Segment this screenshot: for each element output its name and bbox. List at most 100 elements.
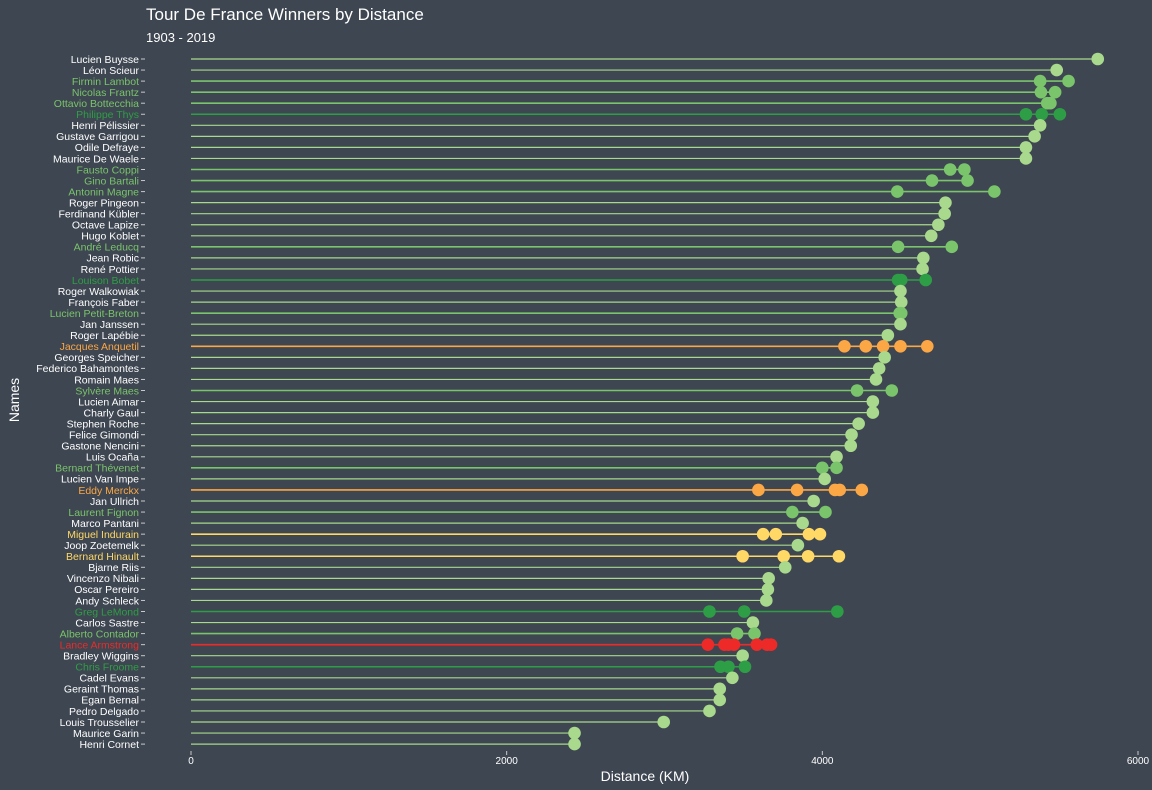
point-chris-froome-2 xyxy=(722,660,735,674)
row-sylvere-maes: Sylvère Maes xyxy=(75,384,899,397)
row-roger-lapebie: Roger Lapébie xyxy=(70,328,895,342)
row-stephen-roche: Stephen Roche xyxy=(67,417,865,430)
row-louison-bobet: Louison Bobet xyxy=(72,273,933,287)
y-tick-label-bradley-wiggins: Bradley Wiggins xyxy=(63,651,139,663)
point-bjarne-riis-1 xyxy=(778,561,792,574)
y-tick-label-marco-pantani: Marco Pantani xyxy=(71,518,139,530)
y-tick-label-lucien-buysse: Lucien Buysse xyxy=(71,54,139,66)
point-jacques-anquetil-3 xyxy=(876,340,890,353)
point-rene-pottier-1 xyxy=(916,262,929,276)
y-tick-label-odile-defraye: Odile Defraye xyxy=(75,142,139,154)
point-oscar-pereiro-1 xyxy=(761,583,775,596)
point-nicolas-frantz-1 xyxy=(1034,85,1048,99)
row-fausto-coppi: Fausto Coppi xyxy=(77,163,971,176)
row-cadel-evans: Cadel Evans xyxy=(79,671,739,685)
row-antonin-magne: Antonin Magne xyxy=(68,185,1001,198)
point-roger-lapebie-1 xyxy=(881,328,895,342)
row-felice-gimondi: Felice Gimondi xyxy=(69,428,858,442)
row-joop-zoetemelk: Joop Zoetemelk xyxy=(64,538,805,552)
row-marco-pantani: Marco Pantani xyxy=(71,516,809,530)
row-maurice-de-waele: Maurice De Waele xyxy=(53,152,1033,165)
point-carlos-sastre-1 xyxy=(746,616,760,629)
point-greg-lemond-1 xyxy=(703,605,716,618)
row-leon-scieur: Léon Scieur xyxy=(83,63,1064,77)
point-luis-ocana-1 xyxy=(830,450,843,464)
y-tick-label-joop-zoetemelk: Joop Zoetemelk xyxy=(64,540,139,552)
point-jan-ullrich-1 xyxy=(807,494,820,508)
y-tick-label-jan-janssen: Jan Janssen xyxy=(80,319,139,331)
point-pedro-delgado-1 xyxy=(703,704,716,718)
point-bernard-hinault-1 xyxy=(736,549,749,563)
y-tick-label-laurent-fignon: Laurent Fignon xyxy=(68,507,139,519)
y-tick-label-gastone-nencini: Gastone Nencini xyxy=(61,441,139,453)
y-tick-label-sylvere-maes: Sylvère Maes xyxy=(75,385,139,397)
y-tick-label-gustave-garrigou: Gustave Garrigou xyxy=(56,131,139,143)
row-gastone-nencini: Gastone Nencini xyxy=(61,439,858,453)
y-tick-label-antonin-magne: Antonin Magne xyxy=(68,186,139,198)
y-tick-label-felice-gimondi: Felice Gimondi xyxy=(69,430,139,442)
point-georges-speicher-1 xyxy=(878,351,891,364)
row-gustave-garrigou: Gustave Garrigou xyxy=(56,130,1041,143)
row-henri-cornet: Henri Cornet xyxy=(79,737,581,751)
point-bernard-hinault-4 xyxy=(832,549,846,563)
y-tick-label-roger-walkowiak: Roger Walkowiak xyxy=(58,286,140,298)
point-alberto-contador-2 xyxy=(748,627,761,640)
point-bernard-hinault-2 xyxy=(777,549,790,563)
point-octave-lapize-1 xyxy=(932,218,945,232)
point-fausto-coppi-1 xyxy=(943,163,957,176)
point-eddy-merckx-5 xyxy=(855,483,869,497)
y-tick-label-henri-pelissier: Henri Pélissier xyxy=(71,120,139,132)
point-maurice-de-waele-1 xyxy=(1019,152,1033,165)
y-tick-label-federico-bahamontes: Federico Bahamontes xyxy=(36,363,139,375)
point-bradley-wiggins-1 xyxy=(736,649,749,662)
row-francois-faber: François Faber xyxy=(68,295,908,309)
row-eddy-merckx: Eddy Merckx xyxy=(78,483,869,497)
point-bernard-hinault-3 xyxy=(801,549,815,563)
point-jacques-anquetil-1 xyxy=(838,340,851,353)
point-louison-bobet-2 xyxy=(894,273,908,287)
y-tick-label-ferdinand-kubler: Ferdinand Kübler xyxy=(58,209,139,221)
y-tick-label-stephen-roche: Stephen Roche xyxy=(67,418,140,430)
point-gustave-garrigou-1 xyxy=(1028,130,1041,143)
y-tick-label-jean-robic: Jean Robic xyxy=(86,253,139,265)
row-ottavio-bottecchia: Ottavio Bottecchia xyxy=(54,96,1057,110)
row-chris-froome: Chris Froome xyxy=(75,660,752,674)
y-tick-label-chris-froome: Chris Froome xyxy=(75,662,139,674)
y-tick-label-jan-ullrich: Jan Ullrich xyxy=(90,496,139,508)
y-tick-label-roger-lapebie: Roger Lapébie xyxy=(70,330,139,342)
row-henri-pelissier: Henri Pélissier xyxy=(71,119,1047,132)
point-fausto-coppi-2 xyxy=(958,163,971,176)
point-lucien-buysse-1 xyxy=(1091,52,1105,66)
point-ferdinand-kubler-1 xyxy=(938,207,951,220)
row-philippe-thys: Philippe Thys xyxy=(76,107,1067,121)
x-tick-label-2000: 2000 xyxy=(496,756,519,767)
row-jan-ullrich: Jan Ullrich xyxy=(90,494,820,508)
point-henri-pelissier-1 xyxy=(1033,119,1047,132)
x-tick-label-4000: 4000 xyxy=(811,756,834,767)
row-lance-armstrong: Lance Armstrong xyxy=(60,638,778,651)
x-axis-label: Distance (KM) xyxy=(601,768,690,784)
point-egan-bernal-1 xyxy=(713,693,727,707)
row-greg-lemond: Greg LeMond xyxy=(75,605,844,618)
row-jacques-anquetil: Jacques Anquetil xyxy=(60,340,934,353)
row-alberto-contador: Alberto Contador xyxy=(60,627,761,640)
point-felice-gimondi-1 xyxy=(845,428,858,442)
y-tick-label-luis-ocana: Luis Ocaña xyxy=(86,452,139,464)
point-gastone-nencini-1 xyxy=(844,439,858,453)
y-tick-label-oscar-pereiro: Oscar Pereiro xyxy=(74,584,139,596)
point-andre-leducq-1 xyxy=(891,240,905,254)
row-odile-defraye: Odile Defraye xyxy=(75,141,1033,154)
point-miguel-indurain-3 xyxy=(802,527,816,541)
row-romain-maes: Romain Maes xyxy=(74,373,883,386)
point-philippe-thys-3 xyxy=(1053,107,1067,121)
y-tick-label-rene-pottier: René Pottier xyxy=(81,264,140,276)
row-bernard-thevenet: Bernard Thévenet xyxy=(55,461,843,475)
row-lucien-petit-breton: Lucien Petit-Breton xyxy=(50,306,908,320)
row-hugo-koblet: Hugo Koblet xyxy=(81,229,938,243)
y-tick-label-philippe-thys: Philippe Thys xyxy=(76,109,139,121)
row-federico-bahamontes: Federico Bahamontes xyxy=(36,362,886,375)
row-bjarne-riis: Bjarne Riis xyxy=(88,561,792,574)
chart-title: Tour De France Winners by Distance xyxy=(146,5,424,24)
y-tick-label-leon-scieur: Léon Scieur xyxy=(83,65,140,77)
